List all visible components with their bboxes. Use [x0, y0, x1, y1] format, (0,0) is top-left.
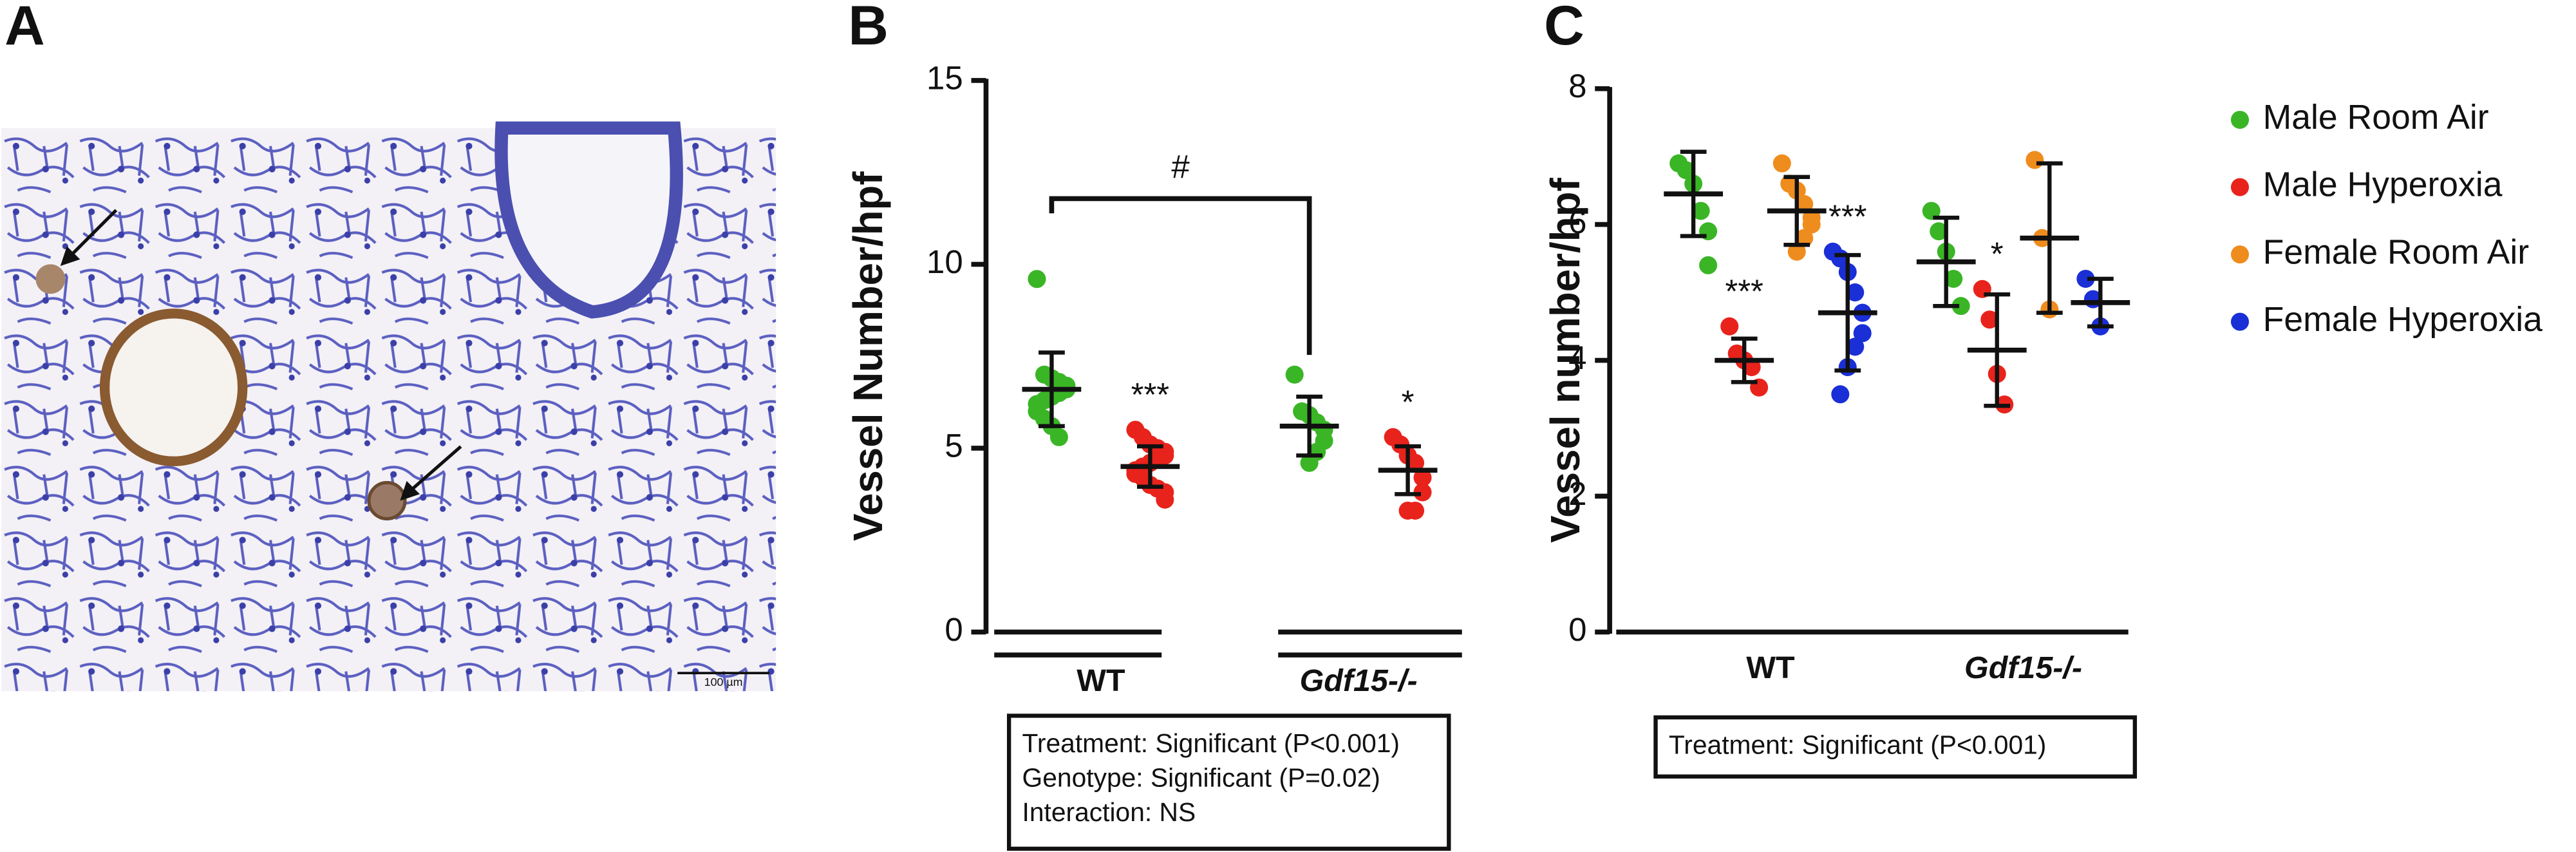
panel-label: A: [5, 0, 45, 57]
legend-marker: [2230, 178, 2250, 196]
y-tick-label: 6: [1568, 204, 1586, 240]
data-point: [1677, 161, 1695, 180]
legend-label: Female Room Air: [2263, 233, 2529, 271]
y-axis-label: Vessel number/hpf: [1542, 177, 1588, 542]
data-point: [1831, 385, 1850, 404]
panel-a: A 100 µm: [1, 0, 776, 692]
data-point: [1049, 428, 1068, 446]
x-tick-label: WT: [1076, 663, 1125, 698]
legend-marker: [2230, 111, 2250, 129]
data-point: [2026, 151, 2044, 169]
legend-marker: [2230, 245, 2250, 264]
arrowhead: [400, 480, 420, 501]
y-tick-label: 15: [926, 59, 963, 96]
arrowhead: [60, 246, 80, 266]
stats-line: Interaction: NS: [1022, 797, 1196, 827]
arrow: [407, 445, 462, 494]
y-axis-label: Vessel Number/hpf: [845, 171, 891, 541]
significance-label: ***: [1131, 376, 1170, 413]
significance-label: ***: [1829, 198, 1867, 234]
y-tick-label: 10: [926, 243, 963, 280]
data-point: [1699, 256, 1718, 274]
x-tick-label: WT: [1746, 650, 1795, 685]
y-tick-label: 2: [1568, 475, 1586, 512]
data-point: [1413, 468, 1432, 487]
legend-label: Male Hyperoxia: [2263, 166, 2503, 204]
legend-label: Female Hyperoxia: [2263, 301, 2543, 339]
comparison-bracket: [1049, 196, 1312, 355]
vessel: [99, 308, 248, 466]
stats-line: Genotype: Significant (P=0.02): [1022, 763, 1380, 793]
scale-bar-label: 100 µm: [704, 676, 743, 688]
data-point: [1846, 337, 1865, 356]
stats-line: Treatment: Significant (P<0.001): [1669, 730, 2046, 760]
x-tick-label: Gdf15-/-: [1300, 663, 1418, 698]
legend-label: Male Room Air: [2263, 99, 2489, 137]
data-point: [1720, 317, 1739, 336]
data-point: [1980, 310, 1999, 329]
data-point: [1406, 453, 1425, 472]
data-point: [1772, 154, 1791, 173]
arrow: [66, 209, 118, 261]
panel-label: B: [848, 0, 888, 57]
significance-label: ***: [1725, 272, 1763, 309]
significance-label: *: [1402, 383, 1415, 420]
data-point: [1028, 270, 1046, 289]
data-point: [1853, 324, 1872, 343]
data-point: [1285, 365, 1304, 384]
y-tick-label: 4: [1568, 339, 1586, 376]
airway: [494, 121, 683, 319]
stats-box: [1653, 715, 2138, 779]
data-point: [1930, 222, 1948, 241]
data-point: [1951, 297, 1970, 316]
data-point: [1846, 283, 1865, 302]
stats-line: Treatment: Significant (P<0.001): [1022, 728, 1400, 758]
y-tick-label: 8: [1568, 68, 1586, 104]
stats-box: [1006, 714, 1451, 851]
data-point: [1156, 490, 1174, 509]
data-point: [1300, 453, 1319, 472]
data-point: [2076, 269, 2095, 288]
data-point: [1802, 215, 1821, 234]
data-point: [1413, 483, 1432, 502]
bracket-label: #: [1171, 148, 1190, 185]
data-point: [1691, 202, 1710, 220]
panel-label: C: [1544, 0, 1584, 57]
vessel: [367, 480, 407, 521]
vessel: [35, 264, 66, 294]
data-point: [1398, 501, 1417, 520]
data-point: [1944, 269, 1963, 288]
y-tick-label: 0: [1568, 611, 1586, 648]
data-point: [1922, 202, 1941, 220]
x-tick-label: Gdf15-/-: [1964, 650, 2082, 685]
legend-marker: [2230, 312, 2250, 331]
data-point: [1787, 242, 1806, 261]
y-tick-label: 5: [945, 427, 963, 464]
y-tick-label: 0: [945, 611, 963, 648]
data-point: [1795, 229, 1814, 247]
significance-label: *: [1991, 235, 2004, 272]
